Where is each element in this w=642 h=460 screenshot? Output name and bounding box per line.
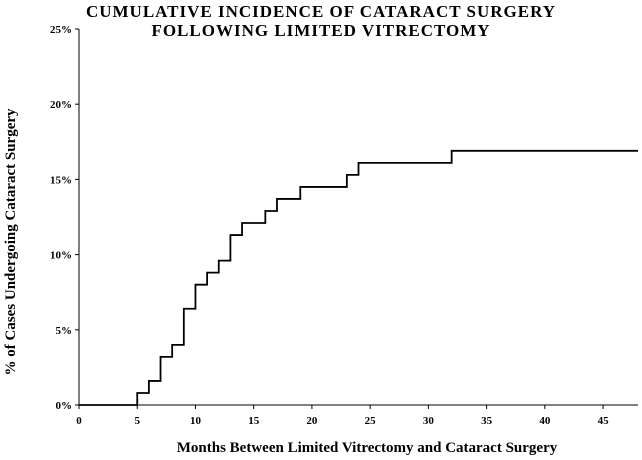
- x-tick-label: 15: [248, 415, 260, 427]
- y-tick-label: 5%: [56, 325, 73, 337]
- x-tick-label: 35: [481, 415, 493, 427]
- y-tick-label: 10%: [50, 250, 72, 262]
- y-tick-label: 0%: [56, 400, 73, 412]
- axes: [78, 29, 638, 406]
- x-tick-label: 30: [423, 415, 435, 427]
- x-tick-label: 10: [190, 415, 202, 427]
- x-tick-label: 20: [306, 415, 318, 427]
- x-tick-label: 0: [76, 415, 82, 427]
- y-tick-label: 20%: [50, 99, 72, 111]
- ticks: 0% 5% 10% 15% 20% 25% 0 5 10 15 20 25 30 35 40 45: [50, 24, 609, 427]
- y-tick-label: 25%: [50, 24, 72, 36]
- y-tick-label: 15%: [50, 174, 72, 186]
- x-axis-title: Months Between Limited Vitrectomy and Ca…: [177, 440, 558, 456]
- chart-title-line-2: FOLLOWING LIMITED VITRECTOMY: [151, 21, 491, 40]
- x-tick-label: 5: [134, 415, 140, 427]
- series: [79, 149, 638, 406]
- y-axis-title: % of Cases Undergoing Cataract Surgery: [3, 108, 19, 376]
- chart-title-line-1: CUMULATIVE INCIDENCE OF CATARACT SURGERY: [85, 2, 557, 21]
- cumulative-incidence-step-line: [79, 149, 638, 406]
- x-tick-label: 25: [365, 415, 377, 427]
- x-tick-label: 40: [539, 415, 551, 427]
- x-tick-label: 45: [598, 415, 610, 427]
